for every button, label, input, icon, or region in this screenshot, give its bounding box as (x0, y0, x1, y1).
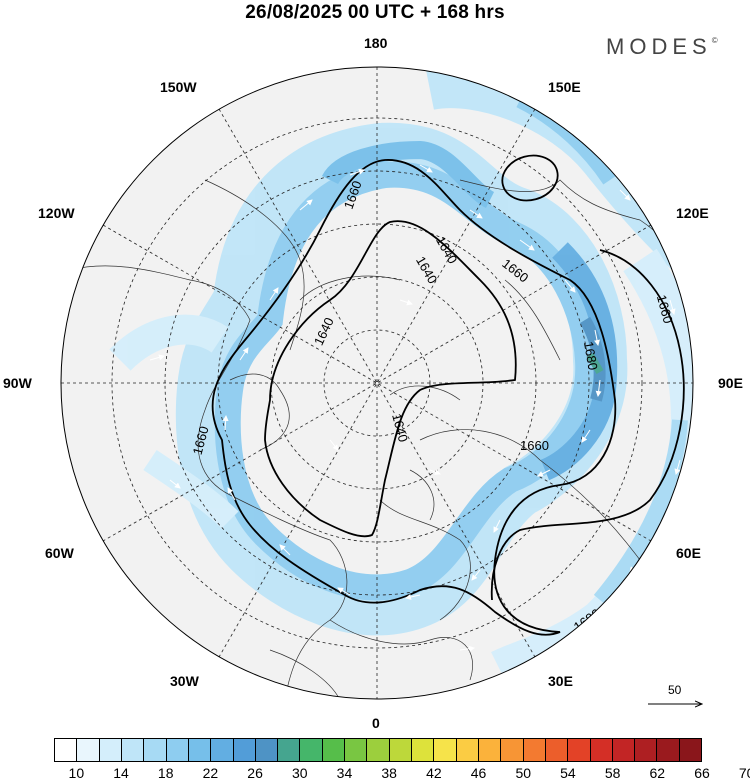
lon-label-120e: 120E (676, 205, 709, 221)
color-scale-cell (211, 739, 234, 761)
color-scale-cell (657, 739, 680, 761)
lon-label-180: 180 (364, 35, 388, 51)
modes-logo: MODES© (606, 34, 718, 59)
color-scale-cell (300, 739, 323, 761)
color-scale-cell (77, 739, 100, 761)
lon-label-30w: 30W (170, 673, 199, 689)
color-scale-cell (456, 739, 479, 761)
contour-label: 1680 (581, 340, 601, 371)
color-scale-tick-label: 62 (649, 765, 666, 781)
color-scale-cell (478, 739, 502, 761)
color-scale-cell (233, 739, 256, 761)
color-scale-cell (188, 739, 212, 761)
color-scale-bar (54, 738, 702, 762)
map-title: 26/08/2025 00 UTC + 168 hrs (245, 2, 505, 23)
color-scale-cell (367, 739, 390, 761)
color-scale-cell (121, 739, 145, 761)
vector-reference: 50 (645, 683, 705, 713)
lon-label-0: 0 (372, 715, 380, 731)
color-scale-cell (590, 739, 613, 761)
color-scale-cell (166, 739, 189, 761)
contour-label: 1660 (190, 425, 212, 457)
color-scale-tick-label: 30 (291, 765, 308, 781)
color-scale-cell (412, 739, 435, 761)
color-scale-cell (345, 739, 368, 761)
lon-label-120w: 120W (38, 205, 75, 221)
color-scale-tick-label: 26 (247, 765, 263, 781)
lon-label-30e: 30E (548, 673, 573, 689)
lon-label-150w: 150W (160, 79, 197, 95)
color-scale-tick-label: 38 (381, 765, 397, 781)
color-scale-tick-label: 18 (157, 765, 174, 781)
color-scale-cell (389, 739, 412, 761)
color-scale-tick-label: 42 (426, 765, 442, 781)
lon-label-90w: 90W (3, 375, 32, 391)
color-scale-cell (545, 739, 569, 761)
color-scale-cell (99, 739, 122, 761)
geopotential-contours (211, 154, 685, 636)
color-scale-tick-label: 10 (68, 765, 85, 781)
lon-label-60e: 60E (676, 545, 701, 561)
color-scale-tick-label: 70 (738, 765, 750, 781)
color-scale-tick-label: 66 (694, 765, 710, 781)
color-scale-cell (278, 739, 301, 761)
color-scale-cell (612, 739, 636, 761)
color-scale-cell (568, 739, 591, 761)
lon-label-150e: 150E (548, 79, 581, 95)
color-scale-cell (55, 739, 78, 761)
color-scale-cell (434, 739, 457, 761)
coastlines (69, 179, 693, 699)
color-scale-tick-label: 34 (336, 765, 353, 781)
color-scale-cell (501, 739, 524, 761)
lon-label-60w: 60W (45, 545, 74, 561)
contour-label: 1660 (520, 438, 549, 453)
lon-label-90e: 90E (718, 375, 743, 391)
color-scale-cell (144, 739, 167, 761)
color-scale-tick-label: 14 (113, 765, 129, 781)
color-scale-tick-label: 46 (470, 765, 487, 781)
color-scale-cell (255, 739, 279, 761)
color-scale-tick-label: 22 (202, 765, 219, 781)
color-scale-tick-label: 50 (515, 765, 532, 781)
color-scale-cell (635, 739, 658, 761)
color-scale-ticks: 10 14 18 22 26 30 34 38 42 46 50 54 58 62 66 70 (54, 765, 750, 781)
color-scale-cell (679, 739, 702, 761)
color-scale-tick-label: 54 (560, 765, 576, 781)
vector-reference-value: 50 (668, 683, 682, 697)
color-scale-tick-label: 58 (604, 765, 621, 781)
color-scale-cell (523, 739, 546, 761)
contour-label: 1640 (389, 412, 411, 444)
color-scale-cell (322, 739, 346, 761)
map-border (60, 66, 694, 700)
